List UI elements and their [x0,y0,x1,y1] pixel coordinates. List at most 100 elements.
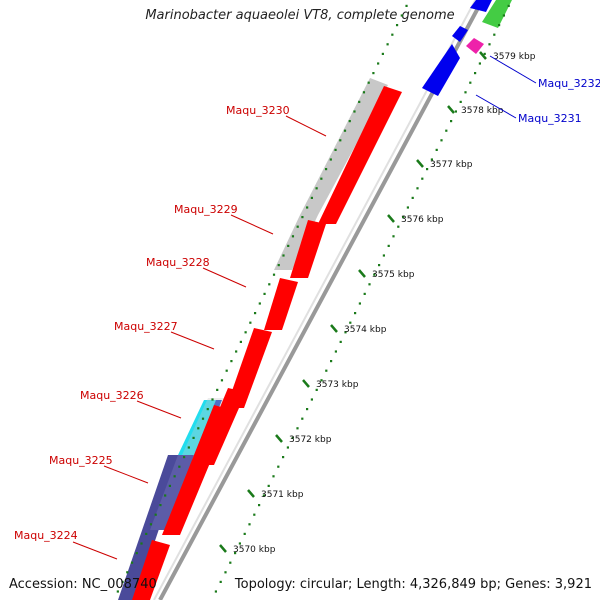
outer-scale-dot [225,369,228,372]
cog-track-segment [300,78,388,215]
outer-scale-dot [343,129,347,132]
scale-dot [483,52,486,55]
scale-dot [315,388,318,391]
scale-dot [277,465,280,468]
outer-scale-dot [239,340,242,343]
outer-scale-dot [381,52,384,55]
genome-backbone-inner [153,0,477,600]
gene-arrow-maqu-3227 [226,328,272,408]
scale-dot [416,187,419,190]
scale-tick-label: 3579 kbp [493,52,536,62]
gene-label[interactable]: Maqu_3231 [518,112,582,125]
scale-dot [440,139,443,142]
outer-scale-dot [230,360,233,363]
scale-dot [354,312,357,315]
outer-scale-dot [339,139,342,142]
feature-tracks [118,0,512,600]
topology-text: Topology: circular; Length: 4,326,849 bp… [234,577,592,592]
outer-scale-dot [159,504,162,507]
gene-leader-line [202,267,247,288]
scale-dot [282,456,285,459]
outer-scale-dot [154,513,157,516]
scale-dot [392,235,395,238]
outer-scale-dot [362,91,366,94]
outer-scale-dot [263,292,266,295]
scale-tick [479,51,487,60]
outer-scale-dot [244,331,247,334]
gene-leader-line [136,400,182,419]
outer-scale-dot [145,532,148,535]
scale-dot [325,369,328,372]
gene-label[interactable]: Maqu_3228 [146,256,210,269]
scale-dot [411,196,414,199]
outer-scale-dot [400,14,403,17]
gene-label[interactable]: Maqu_3227 [114,320,178,333]
outer-scale-dot [353,110,356,113]
outer-scale-dot [187,446,190,449]
outer-scale-dot [324,168,328,171]
scale-dot [450,120,453,123]
scale-dot [219,580,222,583]
map-title: Marinobacter aquaeolei VT8, complete gen… [145,8,455,23]
gene-label[interactable]: Maqu_3226 [80,389,144,402]
gene-arrow-green [482,0,512,28]
outer-scale-dot [149,523,153,526]
gene-label[interactable]: Maqu_3224 [14,529,78,542]
kbp-scale: 3570 kbp 3571 kbp 3572 kbp 3573 kbp 3574 kbp… [116,4,536,593]
accession-text: Accession: NC_008740 [9,577,157,592]
outer-scale-dot [358,100,361,103]
gene-label[interactable]: Maqu_3230 [226,104,290,117]
scale-dot [306,408,309,411]
scale-tick-label: 3576 kbp [401,215,444,225]
outer-scale-dot [395,24,399,27]
scale-tick [447,105,455,114]
outer-scale-dot [140,542,143,545]
gene-arrow-maqu-3230 [318,86,402,224]
scale-tick-label: 3575 kbp [372,270,415,280]
outer-scale-dot [310,196,313,199]
scale-dot [469,81,472,84]
scale-dot [267,484,270,487]
gene-label[interactable]: Maqu_3229 [174,203,238,216]
scale-tick [330,324,338,333]
scale-dot [387,244,390,247]
outer-scale-dot [135,552,138,555]
scale-dot [339,340,342,343]
outer-scale-dot [178,465,181,468]
gene-label[interactable]: Maqu_3232 [538,77,600,90]
scale-dot [478,62,481,65]
gene-arrow-maqu-3224 [132,540,170,600]
gene-labels: Maqu_3224 Maqu_3225 Maqu_3226 Maqu_3227 Maqu… [14,55,600,560]
scale-dot [363,292,366,295]
outer-scale-dot [182,456,186,459]
gene-leader-line [230,214,274,235]
scale-dot [253,513,256,516]
scale-dot [243,532,246,535]
scale-tick-label: 3572 kbp [289,435,332,445]
scale-tick [358,269,366,278]
gene-arrow-maqu-3229 [290,220,326,278]
scale-dot [474,72,477,75]
outer-scale-dot [405,4,408,7]
scale-dot [493,33,496,36]
scale-dot [378,264,381,267]
scale-dot [344,331,347,334]
outer-scale-dot [272,273,276,276]
gene-arrow-maqu-3228 [264,278,298,330]
scale-dot [291,436,294,439]
scale-dot [397,225,400,228]
scale-dot [229,561,232,564]
scale-dot [373,273,376,276]
outer-scale-dot [216,388,219,391]
gene-label[interactable]: Maqu_3225 [49,454,113,467]
scale-dot [454,110,457,113]
scale-dot [406,206,409,209]
gene-arrow-blue-top [470,0,492,12]
outer-scale-dot [306,206,309,209]
outer-scale-dot [391,33,394,36]
scale-tick-label: 3570 kbp [233,545,276,555]
outer-scale-dot [206,408,209,411]
outer-scale-dot [220,379,224,382]
